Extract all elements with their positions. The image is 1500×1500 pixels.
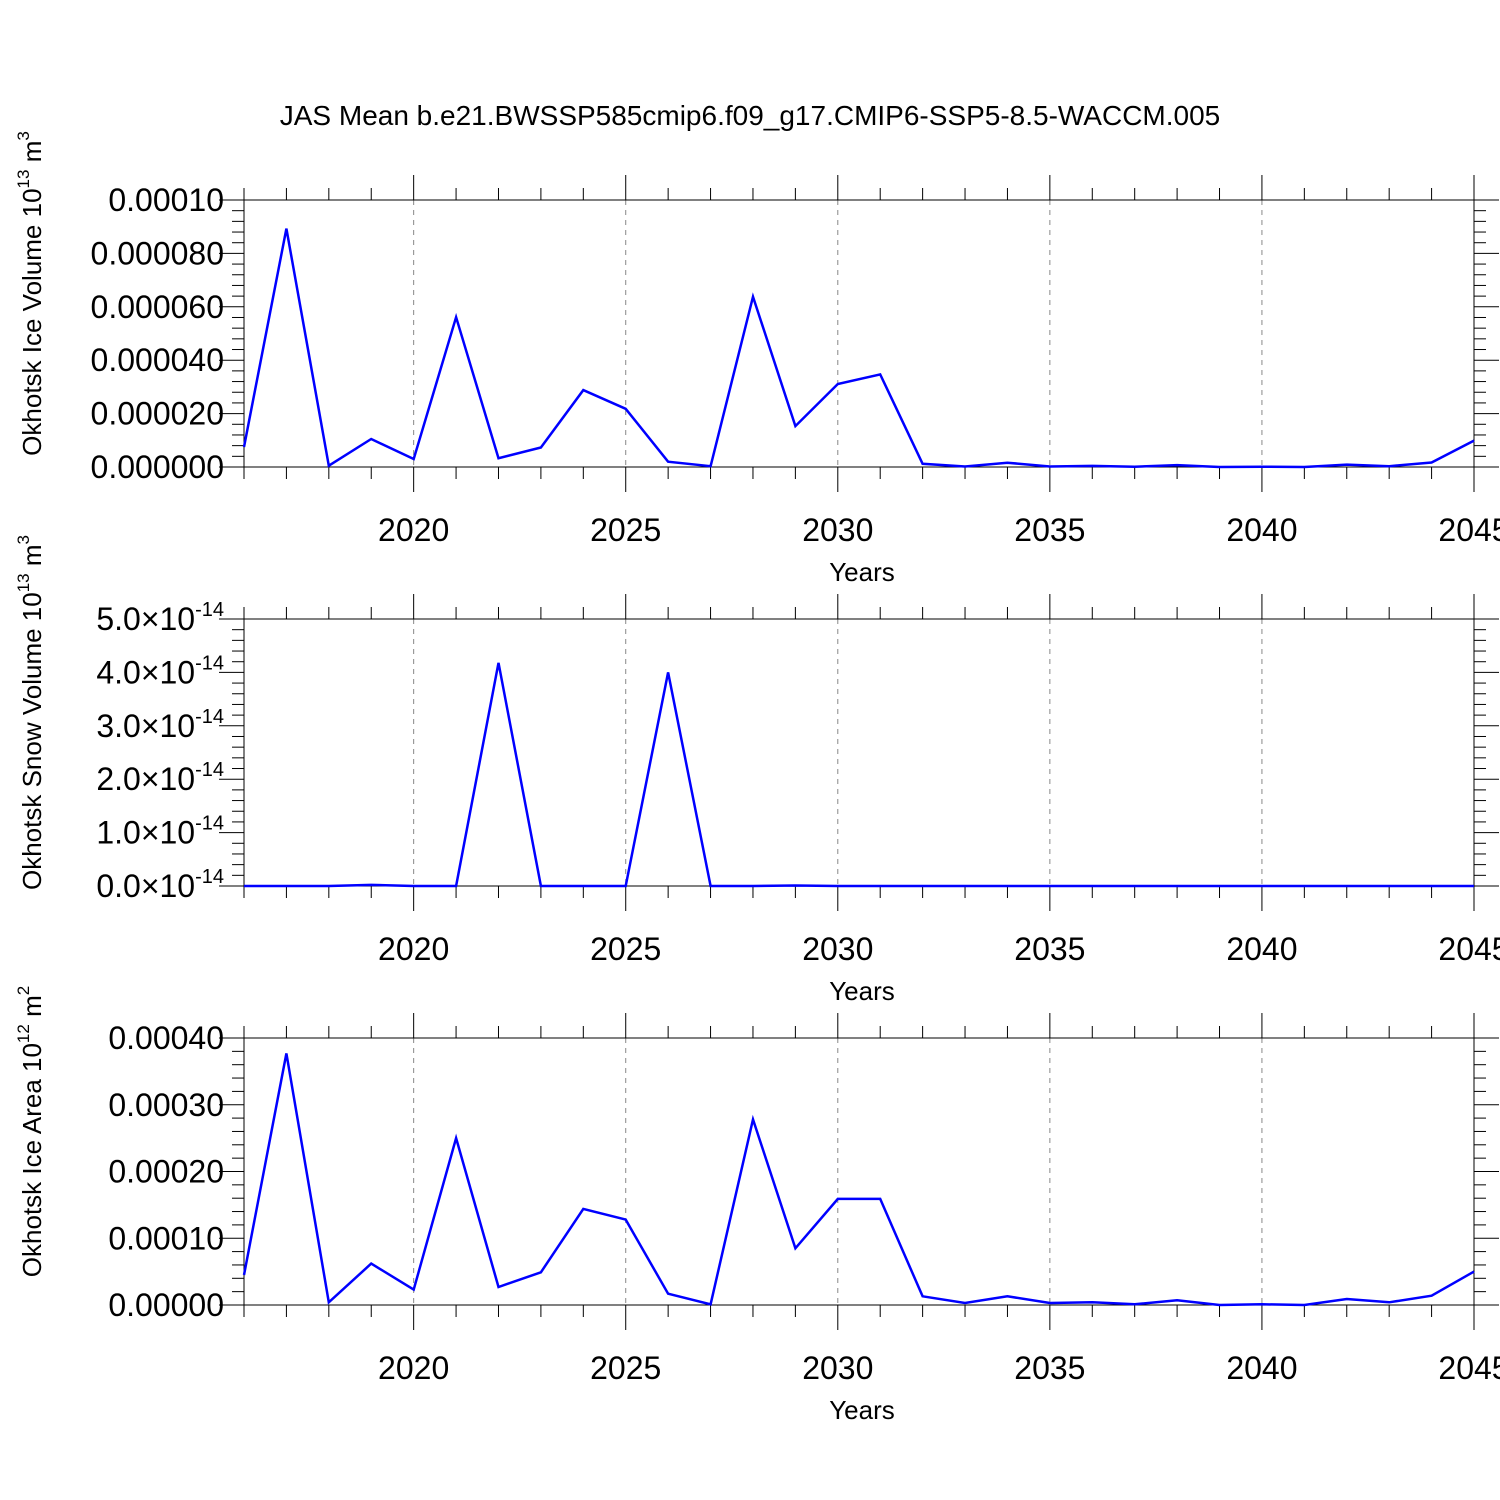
y-tick-label: 0.00020 <box>108 1154 224 1190</box>
y-axis-label-unit-exponent: 2 <box>14 986 33 995</box>
y-tick-exponent: -14 <box>195 759 224 781</box>
plot-frame <box>243 199 1475 468</box>
x-tick-label: 2035 <box>1014 1350 1085 1386</box>
y-tick-label: 0.0×10-14 <box>96 866 224 904</box>
x-tick-label: 2045 <box>1438 512 1500 548</box>
panel-ice-area: 0.00000 0.00010 0.00020 0.00030 0.00040 2020 2… <box>14 986 1500 1425</box>
y-tick-label: 0.000000 <box>91 449 224 485</box>
y-tick-exponent: -14 <box>195 652 224 674</box>
y-tick-exponent: -14 <box>195 706 224 728</box>
y-tick-label: 0.00010 <box>108 1220 224 1256</box>
x-tick-label: 2020 <box>378 1350 449 1386</box>
x-tick-label: 2040 <box>1226 931 1297 967</box>
x-tick-label: 2030 <box>802 512 873 548</box>
plot-frame <box>243 618 1475 887</box>
plot-frame <box>243 1037 1475 1306</box>
x-axis-label: Years <box>829 557 895 587</box>
y-axis-label-unit-exponent: 3 <box>14 131 33 140</box>
y-axis-label-exponent: 13 <box>14 170 33 189</box>
y-tick-label: 1.0×10-14 <box>96 813 224 851</box>
y-tick-label: 0.000080 <box>91 235 224 271</box>
y-axis-label-unit: m <box>17 544 47 573</box>
y-axis-label: Okhotsk Snow Volume 1013 m3 <box>14 535 47 890</box>
x-tick-label: 2035 <box>1014 931 1085 967</box>
y-tick-label: 3.0×10-14 <box>96 706 224 744</box>
y-tick-label: 5.0×10-14 <box>96 599 224 637</box>
y-tick-label: 4.0×10-14 <box>96 652 224 690</box>
y-tick-label: 2.0×10-14 <box>96 759 224 797</box>
x-axis-label: Years <box>829 976 895 1006</box>
panel-snow-volume: 0.0×10-14 1.0×10-14 2.0×10-14 3.0×10-14 4.0×… <box>14 535 1500 1006</box>
x-axis-label: Years <box>829 1395 895 1425</box>
y-axis-label-exponent: 12 <box>14 1024 33 1043</box>
x-tick-label: 2040 <box>1226 512 1297 548</box>
series-line <box>242 1053 1475 1307</box>
x-tick-label: 2025 <box>590 512 661 548</box>
y-tick-exponent: -14 <box>195 813 224 835</box>
y-tick-label: 0.00010 <box>108 182 224 218</box>
y-tick-label: 0.000020 <box>91 396 224 432</box>
panel-ice-volume: 0.000000 0.000020 0.000040 0.000060 0.000080… <box>14 131 1500 587</box>
x-tick-label: 2025 <box>590 1350 661 1386</box>
x-tick-label: 2020 <box>378 512 449 548</box>
y-tick-exponent: -14 <box>195 599 224 621</box>
x-tick-label: 2045 <box>1438 931 1500 967</box>
y-tick-label: 0.000060 <box>91 289 224 325</box>
y-tick-label: 0.00040 <box>108 1020 224 1056</box>
y-tick-label: 0.00000 <box>108 1287 224 1323</box>
y-axis-label-unit: m <box>17 995 47 1024</box>
y-axis-label: Okhotsk Ice Volume 1013 m3 <box>14 131 47 456</box>
series-line <box>242 228 1475 469</box>
y-tick-label: 0.000040 <box>91 342 224 378</box>
x-tick-label: 2040 <box>1226 1350 1297 1386</box>
x-tick-label: 2045 <box>1438 1350 1500 1386</box>
figure-title: JAS Mean b.e21.BWSSP585cmip6.f09_g17.CMI… <box>280 100 1221 131</box>
y-tick-label: 0.00030 <box>108 1087 224 1123</box>
y-axis-label: Okhotsk Ice Area 1012 m2 <box>14 986 47 1277</box>
series-line <box>244 662 1474 888</box>
x-tick-label: 2030 <box>802 1350 873 1386</box>
y-axis-label-exponent: 13 <box>14 573 33 592</box>
x-tick-label: 2025 <box>590 931 661 967</box>
x-tick-label: 2030 <box>802 931 873 967</box>
x-tick-label: 2035 <box>1014 512 1085 548</box>
y-axis-label-unit-exponent: 3 <box>14 535 33 544</box>
y-axis-label-unit: m <box>17 141 47 170</box>
y-tick-exponent: -14 <box>195 866 224 888</box>
x-tick-label: 2020 <box>378 931 449 967</box>
